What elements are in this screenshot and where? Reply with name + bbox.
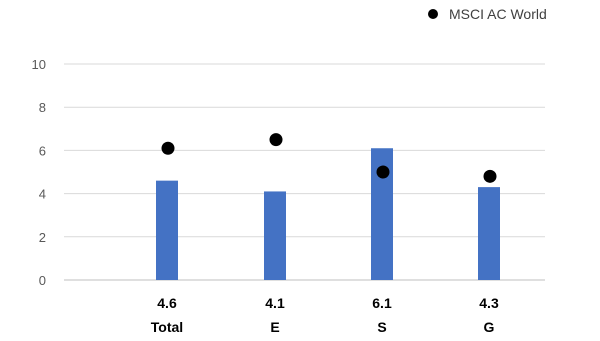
category-label-e: E xyxy=(270,319,279,335)
x-axis-labels: 4.6 Total 4.1 E 6.1 S 4.3 G xyxy=(151,295,499,335)
bar-total xyxy=(156,180,178,280)
point-e xyxy=(269,133,283,147)
point-s xyxy=(376,165,390,179)
bar-s xyxy=(371,148,393,280)
category-label-total: Total xyxy=(151,319,183,335)
y-tick-label: 2 xyxy=(39,230,46,245)
y-tick-label: 10 xyxy=(32,57,46,72)
value-label-total: 4.6 xyxy=(157,295,177,311)
bar-e xyxy=(264,191,286,280)
y-tick-label: 4 xyxy=(39,187,46,202)
legend: MSCI AC World xyxy=(428,6,547,22)
bar-g xyxy=(478,187,500,280)
category-label-s: S xyxy=(377,319,386,335)
y-tick-label: 8 xyxy=(39,100,46,115)
point-total xyxy=(161,141,175,155)
value-label-e: 4.1 xyxy=(265,295,285,311)
bar-series xyxy=(156,148,500,280)
point-g xyxy=(483,169,497,183)
legend-marker-msci-ac-world xyxy=(428,9,438,19)
gridlines xyxy=(64,63,545,281)
category-label-g: G xyxy=(484,319,495,335)
y-tick-label: 0 xyxy=(39,273,46,288)
y-tick-label: 6 xyxy=(39,143,46,158)
scatter-series xyxy=(161,133,497,183)
y-axis-tick-labels: 0 2 4 6 8 10 xyxy=(32,57,46,288)
legend-label-msci-ac-world: MSCI AC World xyxy=(449,6,547,22)
value-label-g: 4.3 xyxy=(479,295,499,311)
value-label-s: 6.1 xyxy=(372,295,392,311)
